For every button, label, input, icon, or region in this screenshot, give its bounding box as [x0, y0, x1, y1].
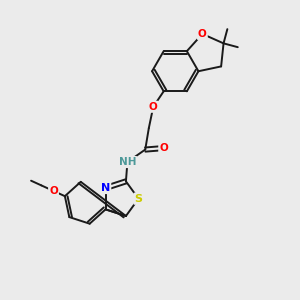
Text: S: S [134, 194, 142, 204]
Text: NH: NH [119, 157, 136, 167]
Text: O: O [198, 29, 207, 39]
Text: N: N [101, 183, 110, 193]
Text: O: O [159, 143, 168, 153]
Text: O: O [49, 186, 58, 196]
Text: O: O [149, 102, 158, 112]
